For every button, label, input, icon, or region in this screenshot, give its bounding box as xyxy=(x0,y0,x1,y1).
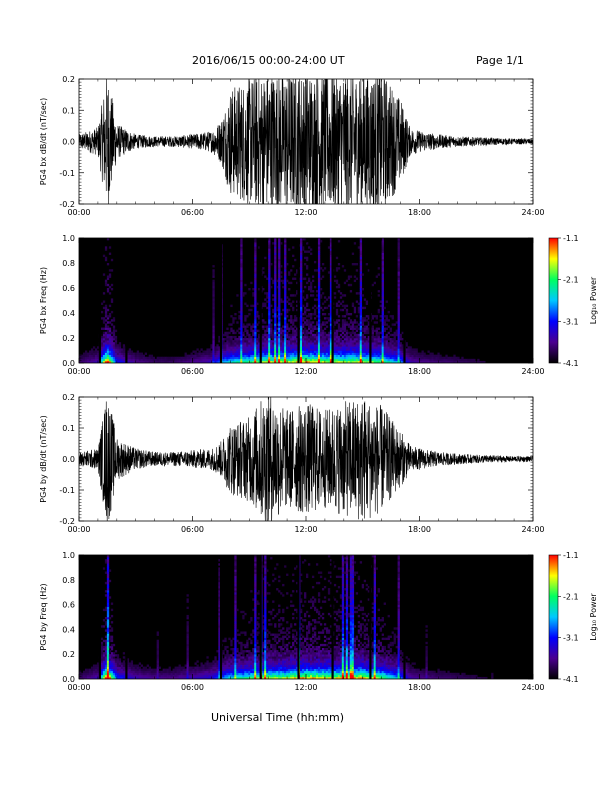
by-time-series-y-axis-label: PG4 by dB/dt (nT/sec) xyxy=(39,415,48,502)
by-spectrogram-colorbar-tick-label: -2.1 xyxy=(563,592,579,601)
by-spectrogram-y-axis-label: PG4 by Freq (Hz) xyxy=(39,583,48,650)
bx-time-series-y-tick-label: 0.2 xyxy=(62,75,75,84)
bx-spectrogram-panel: -1.1 -2.1 -3.1 -4.1 Log₁₀ Power 1.0 0.8 0.6 0.4 0… xyxy=(39,234,598,376)
by-spectrogram-gap xyxy=(403,555,406,679)
by-time-series-x-tick-label: 24:00 xyxy=(521,525,544,534)
bx-time-series-y-tick-label: -0.2 xyxy=(59,200,75,209)
bx-spectrogram-y-tick-label: 1.0 xyxy=(62,234,75,243)
by-spectrogram-y-tick-label: 0.4 xyxy=(62,625,75,634)
bx-time-series-x-tick-label: 12:00 xyxy=(294,208,317,217)
bx-spectrogram-gap xyxy=(331,238,334,363)
bx-spectrogram-cells xyxy=(79,238,486,363)
bx-spectrogram-colorbar-tick-label: -3.1 xyxy=(563,317,579,326)
bx-spectrogram-x-tick-label: 24:00 xyxy=(521,367,544,376)
bx-time-series-y-tick-label: 0.1 xyxy=(62,106,75,115)
bx-spectrogram-colorbar-tick-label: -1.1 xyxy=(563,234,579,243)
by-time-series-x-tick-label: 06:00 xyxy=(181,525,204,534)
bx-spectrogram-colorbar xyxy=(548,237,559,364)
by-spectrogram-y-tick-label: 0.8 xyxy=(62,576,75,585)
bx-time-series-x-tick-label: 06:00 xyxy=(181,208,204,217)
bx-spectrogram-colorbar-tick-label: -2.1 xyxy=(563,276,579,285)
bx-spectrogram-gap xyxy=(98,238,102,363)
by-spectrogram-gap xyxy=(331,555,334,679)
bx-time-series-x-tick-label: 18:00 xyxy=(408,208,431,217)
bx-spectrogram-gap xyxy=(403,238,406,363)
bx-spectrogram-y-tick-label: 0.8 xyxy=(62,259,75,268)
by-spectrogram-y-tick-label: 0.6 xyxy=(62,601,75,610)
x-axis-title: Universal Time (hh:mm) xyxy=(211,711,344,724)
bx-spectrogram-y-tick-label: 0.2 xyxy=(62,334,75,343)
by-time-series-y-tick-label: 0.0 xyxy=(62,455,75,464)
by-time-series-y-tick-label: 0.2 xyxy=(62,393,75,402)
by-spectrogram-y-tick-label: 0.2 xyxy=(62,650,75,659)
by-time-series-x-tick-label: 18:00 xyxy=(408,525,431,534)
bx-time-series-y-tick-label: -0.1 xyxy=(59,169,75,178)
by-spectrogram-gap xyxy=(297,555,300,679)
by-spectrogram-panel: -1.1 -2.1 -3.1 -4.1 Log₁₀ Power 1.0 0.8 0.6 0.4 0… xyxy=(39,551,598,692)
bx-spectrogram-y-tick-label: 0.6 xyxy=(62,284,75,293)
header-page: Page 1/1 xyxy=(476,54,524,67)
bx-spectrogram-gap xyxy=(297,238,300,363)
bx-spectrogram-gap xyxy=(219,238,223,363)
by-time-series-y-tick-label: -0.1 xyxy=(59,486,75,495)
by-spectrogram-x-tick-label: 24:00 xyxy=(521,683,544,692)
by-spectrogram-gap xyxy=(98,555,102,679)
by-time-series-y-tick-label: 0.1 xyxy=(62,424,75,433)
by-spectrogram-colorbar-tick-label: -3.1 xyxy=(563,634,579,643)
by-spectrogram-plot-area xyxy=(79,555,533,679)
by-spectrogram-y-tick-label: 1.0 xyxy=(62,551,75,560)
by-spectrogram-gap xyxy=(259,555,262,679)
header-date-range: 2016/06/15 00:00-24:00 UT xyxy=(192,54,345,67)
bx-spectrogram-gap xyxy=(369,238,372,363)
bx-spectrogram-gap xyxy=(125,238,128,363)
bx-spectrogram-y-tick-label: 0.4 xyxy=(62,309,75,318)
bx-time-series-y-tick-label: 0.0 xyxy=(62,138,75,147)
by-spectrogram-colorbar xyxy=(548,554,559,680)
by-time-series-trace xyxy=(79,397,533,521)
bx-spectrogram-x-tick-label: 00:00 xyxy=(67,367,90,376)
by-time-series-x-tick-label: 00:00 xyxy=(67,525,90,534)
by-time-series-panel: 0.2 0.1 0.0 -0.1 -0.200:00 06:00 12:00 18:00 24:… xyxy=(39,393,545,534)
bx-time-series-panel: 0.2 0.1 0.0 -0.1 -0.200:00 06:00 12:00 18:00 24:… xyxy=(39,75,545,217)
by-spectrogram-x-tick-label: 12:00 xyxy=(294,683,317,692)
by-spectrogram-colorbar-tick-label: -4.1 xyxy=(563,675,579,684)
by-time-series-y-tick-label: -0.2 xyxy=(59,517,75,526)
by-spectrogram-y-tick-label: 0.0 xyxy=(62,675,75,684)
bx-spectrogram-colorbar-label: Log₁₀ Power xyxy=(589,276,598,324)
bx-spectrogram-x-tick-label: 18:00 xyxy=(408,367,431,376)
by-spectrogram-gap xyxy=(369,555,372,679)
bx-time-series-trace xyxy=(79,79,533,204)
by-time-series-x-tick-label: 12:00 xyxy=(294,525,317,534)
by-spectrogram-x-tick-label: 06:00 xyxy=(181,683,204,692)
bx-spectrogram-x-tick-label: 06:00 xyxy=(181,367,204,376)
bx-time-series-x-tick-label: 00:00 xyxy=(67,208,90,217)
by-spectrogram-x-tick-label: 18:00 xyxy=(408,683,431,692)
bx-time-series-plot-area xyxy=(79,79,533,204)
bx-spectrogram-y-tick-label: 0.0 xyxy=(62,359,75,368)
bx-spectrogram-colorbar-tick-label: -4.1 xyxy=(563,359,579,368)
by-spectrogram-gap xyxy=(219,555,223,679)
bx-spectrogram-plot-area xyxy=(79,238,533,363)
bx-time-series-x-tick-label: 24:00 xyxy=(521,208,544,217)
by-spectrogram-colorbar-tick-label: -1.1 xyxy=(563,551,579,560)
bx-time-series-y-axis-label: PG4 bx dB/dt (nT/sec) xyxy=(39,98,48,185)
bx-spectrogram-gap xyxy=(259,238,262,363)
bx-spectrogram-x-tick-label: 12:00 xyxy=(294,367,317,376)
by-time-series-plot-area xyxy=(79,397,533,521)
by-spectrogram-colorbar-label: Log₁₀ Power xyxy=(589,593,598,641)
by-spectrogram-gap xyxy=(125,555,128,679)
bx-spectrogram-y-axis-label: PG4 bx Freq (Hz) xyxy=(39,267,48,334)
by-spectrogram-x-tick-label: 00:00 xyxy=(67,683,90,692)
